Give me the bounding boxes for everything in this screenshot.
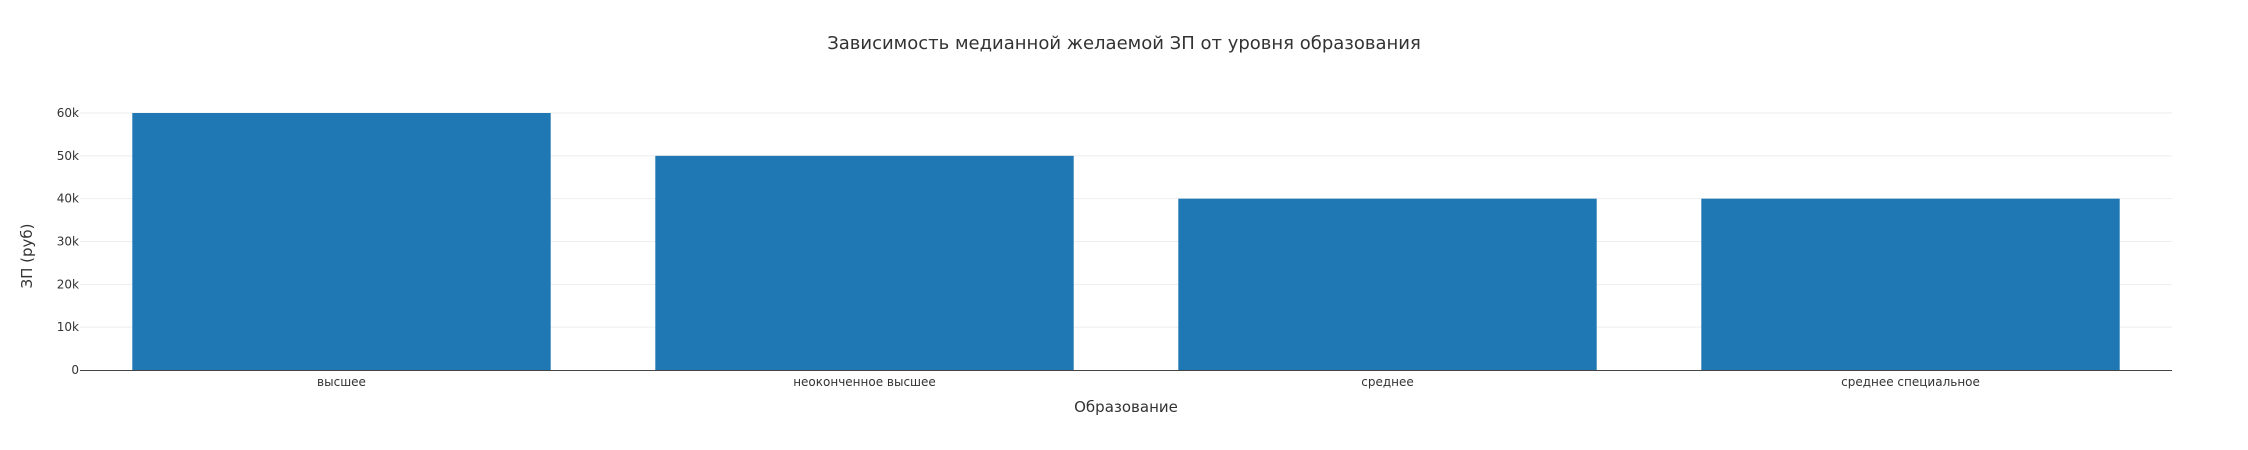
y-tick-label: 40k: [57, 192, 79, 206]
x-tick-label: неоконченное высшее: [793, 375, 936, 389]
y-tick-label: 20k: [57, 277, 79, 291]
x-tick-label: среднее специальное: [1841, 375, 1980, 389]
y-tick-label: 10k: [57, 320, 79, 334]
x-axis-ticks: высшее неоконченное высшее среднее среднее …: [317, 375, 1980, 389]
x-axis-title: Образование: [1074, 398, 1178, 416]
y-tick-label: 30k: [57, 235, 79, 249]
y-axis-title: ЗП (руб): [18, 223, 36, 288]
bar[interactable]: [655, 155, 1074, 370]
x-tick-label: среднее: [1361, 375, 1414, 389]
y-tick-label: 0: [71, 363, 79, 377]
bar[interactable]: [132, 113, 551, 370]
y-tick-label: 60k: [57, 106, 79, 120]
x-tick-label: высшее: [317, 375, 366, 389]
y-axis-ticks: 0 10k 20k 30k 40k 50k 60k: [57, 106, 79, 377]
bar[interactable]: [1701, 198, 2120, 370]
chart-title: Зависимость медианной желаемой ЗП от уро…: [827, 33, 1421, 54]
bar[interactable]: [1178, 198, 1597, 370]
y-tick-label: 50k: [57, 149, 79, 163]
bars: [132, 113, 2120, 370]
